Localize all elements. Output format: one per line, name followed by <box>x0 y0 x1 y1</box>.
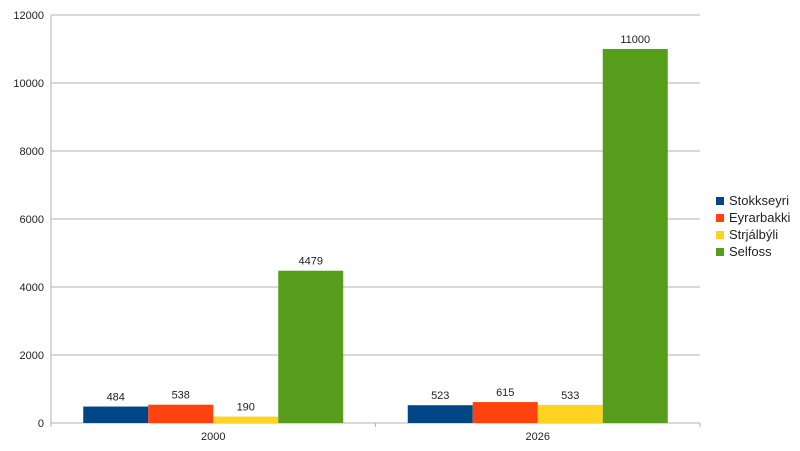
legend-label: Stokkseyri <box>729 193 789 208</box>
y-tick-label: 2000 <box>20 350 44 362</box>
y-tick-label: 0 <box>38 418 44 430</box>
data-label: 533 <box>561 390 579 402</box>
data-label: 4479 <box>299 256 323 268</box>
legend-swatch <box>716 213 724 222</box>
data-label: 523 <box>431 390 449 402</box>
legend-item: Eyrarbakki <box>716 209 790 226</box>
bar-selfoss-2026 <box>602 49 668 423</box>
y-tick-label: 8000 <box>20 146 44 158</box>
bar-strjálbýli-2000 <box>213 416 279 423</box>
bar-selfoss-2000 <box>278 270 344 423</box>
data-labels: 484 523 538 615 190 533 4479 11000 <box>107 34 651 414</box>
legend-item: Selfoss <box>716 243 790 260</box>
legend-label: Eyrarbakki <box>729 210 791 225</box>
legend-label: Strjálbýli <box>729 227 779 242</box>
legend-swatch <box>716 247 724 256</box>
bar-eyrarbakki-2026 <box>472 402 538 423</box>
axes: 0 2000 4000 6000 8000 10000 12000 2000 2026 <box>13 10 701 443</box>
gridlines <box>51 14 700 424</box>
data-label: 190 <box>237 402 255 414</box>
legend-item: Strjálbýli <box>716 226 790 243</box>
legend-swatch <box>716 196 724 205</box>
legend-item: Stokkseyri <box>716 192 790 209</box>
bar-stokkseyri-2000 <box>83 406 149 423</box>
data-label: 11000 <box>620 34 650 46</box>
data-label: 538 <box>172 390 190 402</box>
legend-swatch <box>716 230 724 239</box>
y-tick-label: 10000 <box>13 78 44 90</box>
bar-strjálbýli-2026 <box>537 404 603 423</box>
data-label: 615 <box>496 387 514 399</box>
y-tick-label: 6000 <box>20 214 44 226</box>
x-tick-label: 2026 <box>526 431 550 443</box>
legend-label: Selfoss <box>729 244 772 259</box>
y-tick-label: 4000 <box>20 282 44 294</box>
y-tick-label: 12000 <box>13 10 44 22</box>
data-label: 484 <box>107 392 125 404</box>
x-tick-label: 2000 <box>201 431 225 443</box>
bar-stokkseyri-2026 <box>407 405 473 423</box>
bars <box>83 49 668 423</box>
bar-eyrarbakki-2000 <box>148 404 214 423</box>
legend: Stokkseyri Eyrarbakki Strjálbýli Selfoss <box>716 192 790 260</box>
